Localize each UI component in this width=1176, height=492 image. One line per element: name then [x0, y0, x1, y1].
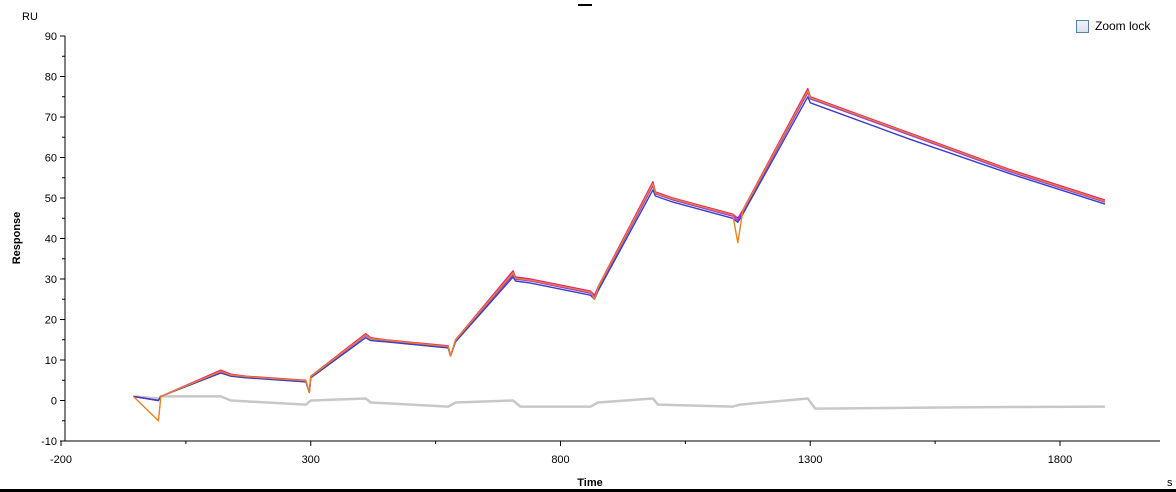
y-tick-label: -10 — [41, 436, 57, 448]
series-line — [133, 396, 1105, 408]
y-tick-label: 40 — [45, 234, 57, 246]
y-tick-label: 60 — [45, 153, 57, 165]
y-tick-label: 20 — [45, 315, 57, 327]
y-tick-label: 90 — [45, 31, 57, 43]
y-tick-label: 80 — [45, 72, 57, 84]
top-marker — [578, 4, 592, 6]
y-tick-label: 50 — [45, 193, 57, 205]
y-tick-label: 10 — [45, 355, 57, 367]
series-line — [133, 89, 1105, 401]
y-tick-label: 30 — [45, 274, 57, 286]
series-line — [133, 91, 1105, 421]
x-unit-label: s — [1167, 477, 1173, 489]
y-ticks: -10 0 10 20 30 40 50 60 70 80 90 — [41, 31, 65, 448]
x-tick-label: 300 — [302, 454, 320, 466]
x-tick-label: 1800 — [1048, 454, 1072, 466]
series-layer — [133, 89, 1105, 421]
x-tick-label: -200 — [50, 454, 72, 466]
y-tick-label: 70 — [45, 112, 57, 124]
x-tick-label: 1300 — [798, 454, 822, 466]
zoom-lock-label: Zoom lock — [1095, 19, 1150, 33]
x-tick-label: 800 — [551, 454, 569, 466]
y-tick-label: 0 — [51, 396, 57, 408]
zoom-lock-checkbox[interactable]: Zoom lock — [1076, 19, 1150, 33]
y-unit-label: RU — [22, 11, 38, 23]
x-ticks: -200 300 800 1300 1800 — [50, 441, 1072, 466]
x-axis-title: Time — [577, 477, 602, 489]
y-axis-title: Response — [11, 212, 23, 265]
zoom-lock-box[interactable] — [1076, 20, 1089, 33]
